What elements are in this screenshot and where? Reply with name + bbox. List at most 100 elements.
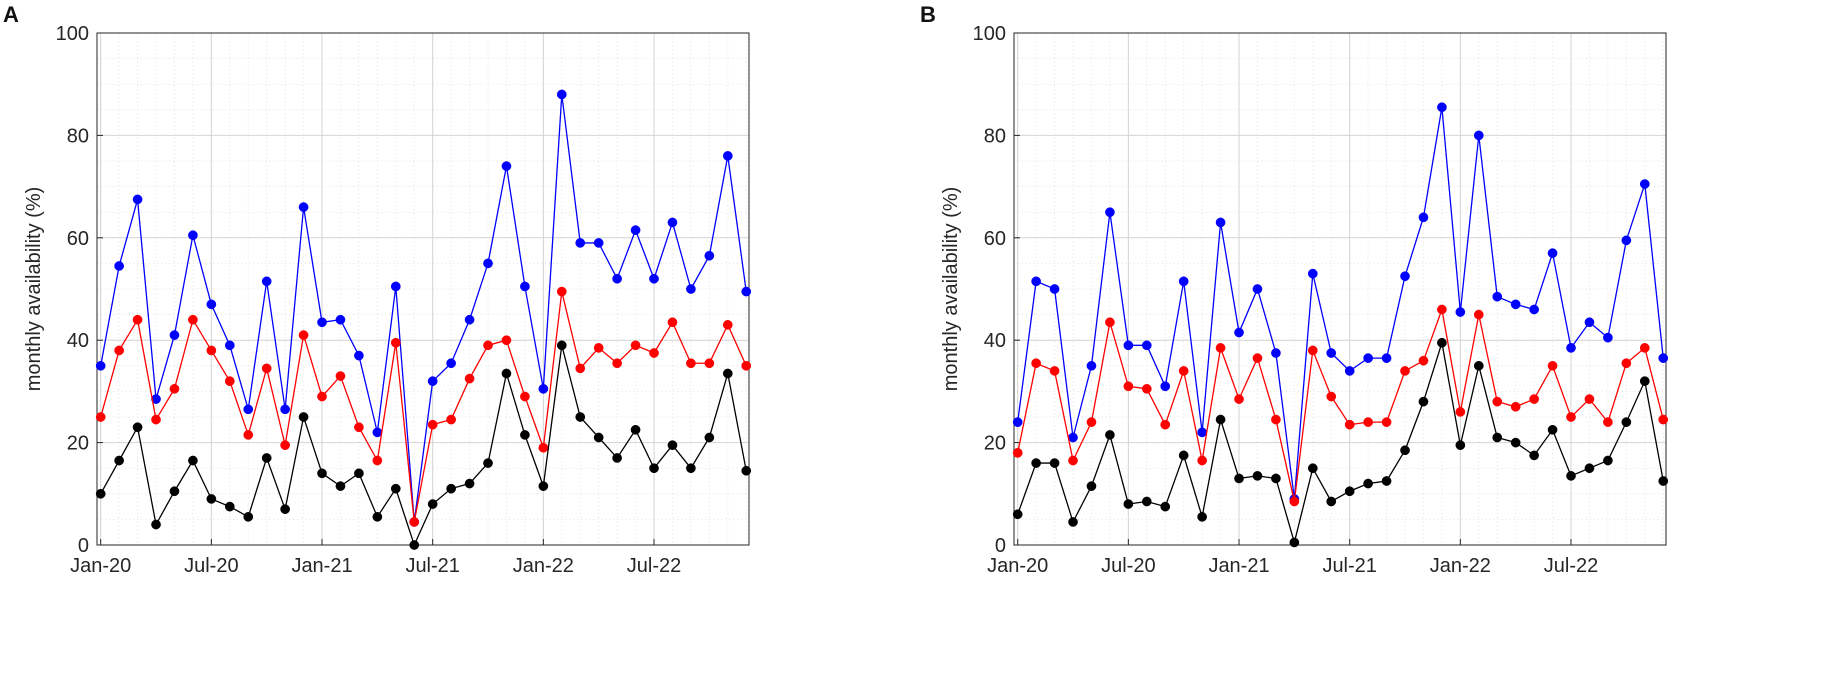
series-line-blue — [100, 94, 747, 523]
data-point-black — [1621, 417, 1632, 427]
data-point-blue — [114, 261, 124, 271]
data-point-red — [1603, 417, 1613, 427]
data-point-black — [686, 463, 696, 474]
y-axis-label: monthly availability (%) — [23, 187, 45, 392]
data-point-red — [95, 412, 106, 422]
data-point-blue — [1271, 348, 1281, 358]
x-tick-label: Jan-21 — [291, 555, 352, 577]
chart-panel-b: B 0 20 40 60 80 100 Jan-20 Jul-20 Jan-21 Jul-21 Ja… — [917, 0, 1834, 683]
data-point-red — [446, 414, 456, 425]
data-point-blue — [280, 404, 290, 415]
data-point-black — [667, 440, 678, 451]
data-point-red — [1584, 394, 1595, 404]
y-tick-label: 0 — [995, 535, 1006, 557]
data-point-red — [667, 317, 678, 328]
data-point-black — [280, 504, 290, 515]
data-point-red — [224, 376, 235, 387]
series-blue — [95, 89, 752, 527]
series-blue — [1012, 102, 1669, 504]
y-tick-label: 60 — [984, 228, 1006, 250]
data-point-black — [1566, 471, 1576, 481]
data-point-black — [114, 455, 124, 466]
series-line-black — [100, 345, 747, 547]
data-point-red — [1178, 366, 1189, 376]
data-point-black — [1215, 414, 1226, 425]
data-point-blue — [132, 194, 143, 205]
x-tick-label: Jan-22 — [513, 555, 574, 577]
axes-box — [1013, 32, 1667, 546]
data-point-red — [1031, 358, 1041, 369]
data-point-black — [427, 499, 438, 509]
y-tick-label: 20 — [984, 433, 1006, 455]
data-point-blue — [261, 276, 272, 287]
data-point-blue — [1547, 248, 1558, 259]
data-point-black — [298, 412, 309, 422]
data-point-blue — [1529, 304, 1539, 315]
data-point-black — [1584, 463, 1595, 474]
data-point-red — [188, 314, 198, 325]
data-point-red — [1381, 417, 1392, 427]
x-tick-label: Jul-22 — [627, 555, 681, 577]
data-point-black — [1639, 376, 1650, 387]
data-point-blue — [1031, 276, 1041, 287]
data-point-red — [1510, 401, 1521, 412]
data-point-red — [612, 358, 622, 369]
x-tick-label: Jan-20 — [70, 555, 131, 577]
data-point-blue — [1492, 291, 1503, 302]
data-point-red — [1215, 343, 1226, 353]
data-point-blue — [538, 383, 549, 394]
data-point-blue — [1455, 307, 1466, 317]
data-point-blue — [501, 161, 512, 171]
data-point-blue — [1234, 327, 1244, 338]
data-point-blue — [224, 340, 235, 351]
x-tick-label: Jul-22 — [1544, 555, 1598, 577]
data-point-red — [1252, 353, 1263, 363]
data-point-blue — [722, 151, 733, 161]
data-point-red — [1086, 417, 1097, 427]
data-point-red — [390, 337, 401, 348]
y-tick-label: 100 — [56, 23, 89, 45]
data-point-blue — [446, 358, 456, 369]
data-point-red — [630, 340, 641, 351]
y-tick-label: 0 — [78, 535, 89, 557]
data-point-black — [1418, 396, 1429, 407]
data-point-black — [630, 424, 641, 435]
data-point-black — [169, 486, 180, 497]
data-point-blue — [1141, 340, 1152, 351]
data-point-black — [1492, 432, 1503, 443]
data-point-red — [1363, 417, 1373, 427]
data-point-blue — [1584, 317, 1595, 328]
data-point-blue — [1400, 271, 1410, 282]
data-point-blue — [667, 217, 678, 228]
data-point-red — [464, 373, 475, 384]
data-point-black — [520, 430, 530, 440]
x-tick-label: Jul-21 — [405, 555, 459, 577]
data-point-red — [1473, 309, 1484, 320]
data-point-red — [1141, 383, 1152, 394]
data-point-red — [483, 340, 493, 351]
data-point-red — [206, 345, 217, 356]
data-point-black — [1603, 455, 1613, 466]
data-point-black — [1473, 360, 1484, 371]
data-point-red — [317, 391, 327, 402]
series-red — [95, 286, 752, 527]
data-point-black — [372, 511, 383, 522]
data-point-red — [1271, 414, 1281, 425]
data-point-red — [409, 517, 420, 527]
data-point-red — [1289, 496, 1300, 507]
data-point-red — [1547, 360, 1558, 371]
series-red — [1012, 304, 1669, 507]
y-tick-label: 80 — [67, 125, 89, 147]
data-point-blue — [1381, 353, 1392, 363]
series-black — [1012, 337, 1669, 548]
data-point-red — [1068, 455, 1078, 466]
data-point-black — [224, 501, 235, 512]
data-point-black — [132, 422, 143, 433]
data-point-black — [335, 481, 346, 491]
data-point-blue — [483, 258, 493, 269]
data-point-blue — [649, 273, 659, 284]
data-point-black — [1658, 476, 1669, 486]
data-point-black — [354, 468, 364, 479]
data-point-red — [1234, 394, 1244, 404]
data-point-red — [1639, 343, 1650, 353]
